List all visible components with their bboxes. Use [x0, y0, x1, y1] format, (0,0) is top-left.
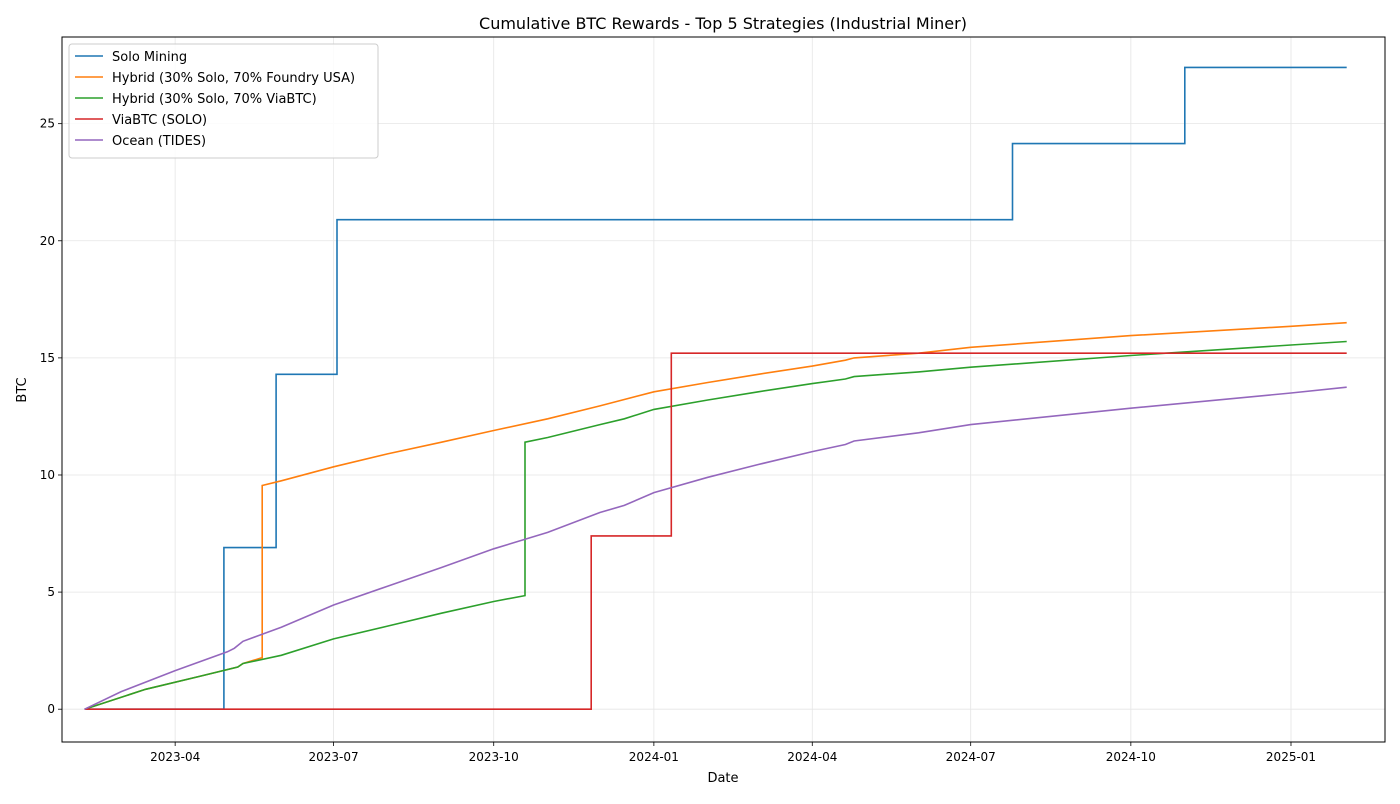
x-tick-label: 2023-04: [150, 750, 200, 764]
series-line-ocean-tides: [84, 386, 1347, 710]
y-tick-label: 10: [40, 468, 55, 482]
series-line-viabtc-solo: [84, 352, 1347, 711]
y-tick-label: 5: [47, 585, 55, 599]
legend-label: Hybrid (30% Solo, 70% Foundry USA): [112, 71, 355, 86]
plot-frame: [61, 36, 1386, 743]
series-line-solo-mining: [84, 66, 1347, 711]
series-layer: [84, 66, 1347, 711]
legend-label: Solo Mining: [112, 50, 187, 65]
legend-label: ViaBTC (SOLO): [112, 113, 207, 128]
y-tick-label: 25: [40, 117, 55, 131]
legend: Solo Mining Hybrid (30% Solo, 70% Foundry…: [68, 43, 379, 159]
tick-layer: 2023-04 2023-07 2023-10 2024-01 2024-04 2024-…: [40, 117, 1316, 764]
x-tick-label: 2024-04: [787, 750, 837, 764]
legend-label: Ocean (TIDES): [112, 134, 206, 149]
x-axis-label: Date: [707, 771, 738, 786]
x-tick-label: 2024-10: [1106, 750, 1156, 764]
x-tick-label: 2025-01: [1266, 750, 1316, 764]
chart-title: Cumulative BTC Rewards - Top 5 Strategie…: [479, 14, 967, 33]
y-tick-label: 0: [47, 702, 55, 716]
x-tick-label: 2023-10: [469, 750, 519, 764]
y-tick-label: 15: [40, 351, 55, 365]
x-tick-label: 2023-07: [308, 750, 358, 764]
series-line-hybrid-30-solo-70-viabtc: [84, 340, 1347, 710]
legend-box: [68, 43, 379, 159]
x-tick-label: 2024-01: [629, 750, 679, 764]
y-tick-label: 20: [40, 234, 55, 248]
x-tick-label: 2024-07: [946, 750, 996, 764]
y-axis-label: BTC: [15, 377, 30, 402]
legend-label: Hybrid (30% Solo, 70% ViaBTC): [112, 92, 317, 107]
